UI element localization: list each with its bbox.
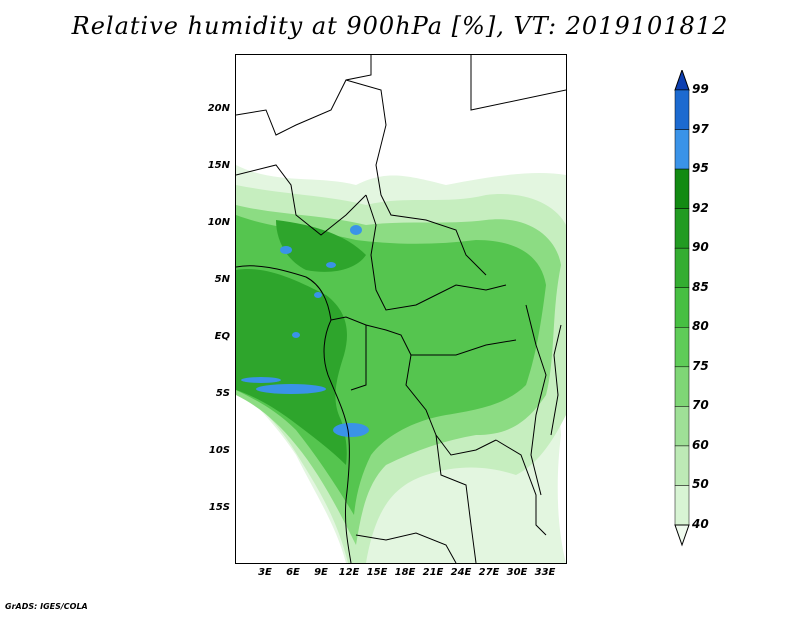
colorbar-label: 90 (692, 240, 709, 255)
colorbar-segment (674, 366, 690, 407)
lat-label-15s: 15S (208, 502, 230, 513)
lat-label-eq: EQ (214, 331, 230, 342)
colorbar-segment (674, 485, 690, 526)
lon-label-18e: 18E (394, 567, 416, 578)
colorbar-label: 85 (692, 279, 709, 294)
lon-label-3e: 3E (258, 567, 272, 578)
colorbar-bottom-arrow (674, 524, 690, 547)
lon-label-21e: 21E (422, 567, 444, 578)
colorbar-segment (674, 89, 690, 130)
colorbar-label: 80 (692, 319, 709, 334)
colorbar-segment (674, 247, 690, 288)
lat-label-20n: 20N (207, 103, 230, 114)
colorbar-segment (674, 168, 690, 209)
lon-label-24e: 24E (450, 567, 472, 578)
humidity-shading (236, 165, 566, 563)
lat-label-5s: 5S (215, 388, 230, 399)
colorbar-label: 70 (692, 398, 709, 413)
map-panel (235, 54, 567, 564)
colorbar-segment (674, 327, 690, 368)
colorbar-label: 99 (692, 82, 709, 96)
humidity-field (236, 55, 566, 563)
colorbar-label: 40 (692, 517, 709, 531)
colorbar-segment (674, 287, 690, 328)
colorbar-label: 95 (692, 161, 709, 176)
colorbar-segment (674, 208, 690, 249)
colorbar-label: 97 (692, 121, 709, 136)
lon-label-9e: 9E (314, 567, 328, 578)
colorbar (674, 70, 690, 547)
lon-label-30e: 30E (506, 567, 528, 578)
colorbar-segment (674, 406, 690, 447)
colorbar-label: 75 (692, 358, 709, 373)
country-borders (236, 55, 566, 563)
lat-label-10s: 10S (208, 445, 230, 456)
colorbar-segment (674, 129, 690, 170)
lat-label-5n: 5N (214, 274, 230, 285)
lat-label-15n: 15N (207, 160, 230, 171)
colorbar-label: 92 (692, 200, 709, 215)
colorbar-label: 60 (692, 437, 709, 452)
lon-label-15e: 15E (366, 567, 388, 578)
lon-label-12e: 12E (338, 567, 360, 578)
lon-label-33e: 33E (534, 567, 556, 578)
colorbar-segment (674, 445, 690, 486)
lon-label-27e: 27E (478, 567, 500, 578)
lon-label-6e: 6E (286, 567, 300, 578)
colorbar-label: 50 (692, 477, 709, 492)
map-title: Relative humidity at 900hPa [%], VT: 201… (71, 12, 729, 40)
credit-text: GrADS: IGES/COLA (5, 602, 88, 611)
lat-label-10n: 10N (207, 217, 230, 228)
colorbar-top-arrow (674, 70, 690, 91)
